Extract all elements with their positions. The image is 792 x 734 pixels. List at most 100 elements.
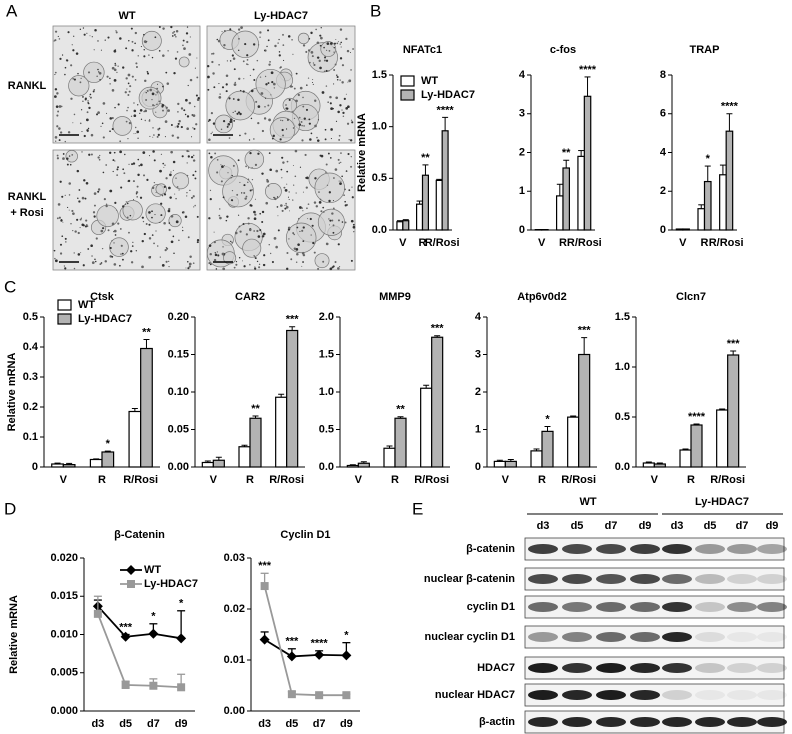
cell-dot xyxy=(268,39,270,41)
x-tick-label: d3 xyxy=(91,718,104,730)
cell-dot xyxy=(243,184,246,187)
cell-dot xyxy=(149,118,151,121)
cell-dot xyxy=(87,100,89,102)
cell-dot xyxy=(342,115,345,117)
cell-dot xyxy=(168,260,170,262)
cell-dot xyxy=(262,263,266,267)
cell-dot xyxy=(324,56,327,59)
osteoclast xyxy=(320,41,337,57)
cell-dot xyxy=(292,199,294,201)
x-tick-label: R/Rosi xyxy=(414,474,449,486)
cell-dot xyxy=(338,162,340,164)
cell-dot xyxy=(249,151,252,155)
cell-dot xyxy=(115,31,118,34)
y-tick-label: 1.5 xyxy=(372,69,387,81)
x-tick-label: R/Rosi xyxy=(709,237,744,249)
cell-dot xyxy=(128,90,131,93)
cell-dot xyxy=(339,57,343,60)
cell-dot xyxy=(133,114,137,118)
y-tick-label: 1.0 xyxy=(319,386,334,398)
cell-dot xyxy=(59,57,62,60)
cell-dot xyxy=(84,197,87,200)
legend-swatch xyxy=(57,299,72,311)
cell-dot xyxy=(135,191,139,194)
cell-dot xyxy=(186,162,188,164)
cell-dot xyxy=(187,155,190,158)
band xyxy=(727,632,757,642)
cell-dot xyxy=(188,262,192,266)
cell-dot xyxy=(209,252,212,256)
x-tick-label: R xyxy=(391,474,399,486)
cell-dot xyxy=(156,245,159,247)
cell-dot xyxy=(344,204,347,207)
lane-label: d9 xyxy=(766,520,779,532)
cell-dot xyxy=(233,83,237,87)
cell-dot xyxy=(117,65,119,67)
cell-dot xyxy=(339,182,342,186)
cell-dot xyxy=(285,107,288,110)
cell-dot xyxy=(322,260,325,263)
lane-label: d7 xyxy=(605,520,618,532)
cell-dot xyxy=(193,105,196,108)
cell-dot xyxy=(305,50,308,53)
cell-dot xyxy=(126,216,129,219)
cell-dot xyxy=(222,267,226,271)
cell-dot xyxy=(59,131,63,134)
cell-dot xyxy=(151,56,154,59)
x-tick-label: d7 xyxy=(313,718,326,730)
cell-dot xyxy=(120,244,123,247)
cell-dot xyxy=(279,138,282,141)
cell-dot xyxy=(221,30,223,33)
cell-dot xyxy=(131,163,134,166)
cell-dot xyxy=(132,180,135,183)
cell-dot xyxy=(328,191,331,194)
cell-dot xyxy=(319,198,322,201)
band xyxy=(757,663,787,673)
cell-dot xyxy=(294,149,298,153)
cell-dot xyxy=(268,244,270,246)
cell-dot xyxy=(311,55,314,58)
cell-dot xyxy=(210,155,213,159)
band xyxy=(562,663,592,673)
osteoclast xyxy=(223,251,237,265)
x-tick-label: R xyxy=(687,474,695,486)
cell-dot xyxy=(219,208,221,210)
cell-dot xyxy=(130,261,134,264)
cell-dot xyxy=(277,229,280,232)
cell-dot xyxy=(268,152,271,154)
cell-dot xyxy=(339,79,341,81)
bar xyxy=(140,347,153,468)
cell-dot xyxy=(242,90,245,93)
cell-dot xyxy=(85,219,88,222)
cell-dot xyxy=(306,207,308,210)
western-blot: WT Ly-HDAC7 d3 d5 d7 d9 d3 d5 d7 d9 β-catenin nucle… xyxy=(424,496,787,734)
cell-dot xyxy=(329,95,332,99)
cell-dot xyxy=(122,168,125,171)
cell-dot xyxy=(136,196,139,198)
cell-dot xyxy=(212,52,215,55)
cell-dot xyxy=(92,90,95,93)
cell-dot xyxy=(60,218,63,221)
bar xyxy=(416,203,424,231)
cell-dot xyxy=(64,140,66,143)
cell-dot xyxy=(267,82,270,85)
cell-dot xyxy=(261,220,264,223)
cell-dot xyxy=(247,217,250,220)
cell-dot xyxy=(109,130,111,133)
y-tick-label: 0.00 xyxy=(224,705,245,717)
cell-dot xyxy=(79,218,82,221)
cell-dot xyxy=(164,248,167,252)
cell-dot xyxy=(74,230,77,233)
cell-dot xyxy=(73,267,76,270)
cell-dot xyxy=(341,109,343,111)
cell-dot xyxy=(263,117,267,120)
cell-dot xyxy=(242,260,244,262)
band xyxy=(528,544,558,554)
band xyxy=(562,544,592,554)
cell-dot xyxy=(341,64,345,67)
cell-dot xyxy=(213,241,216,244)
cell-dot xyxy=(247,63,249,66)
cell-dot xyxy=(285,128,288,130)
cell-dot xyxy=(273,196,275,199)
